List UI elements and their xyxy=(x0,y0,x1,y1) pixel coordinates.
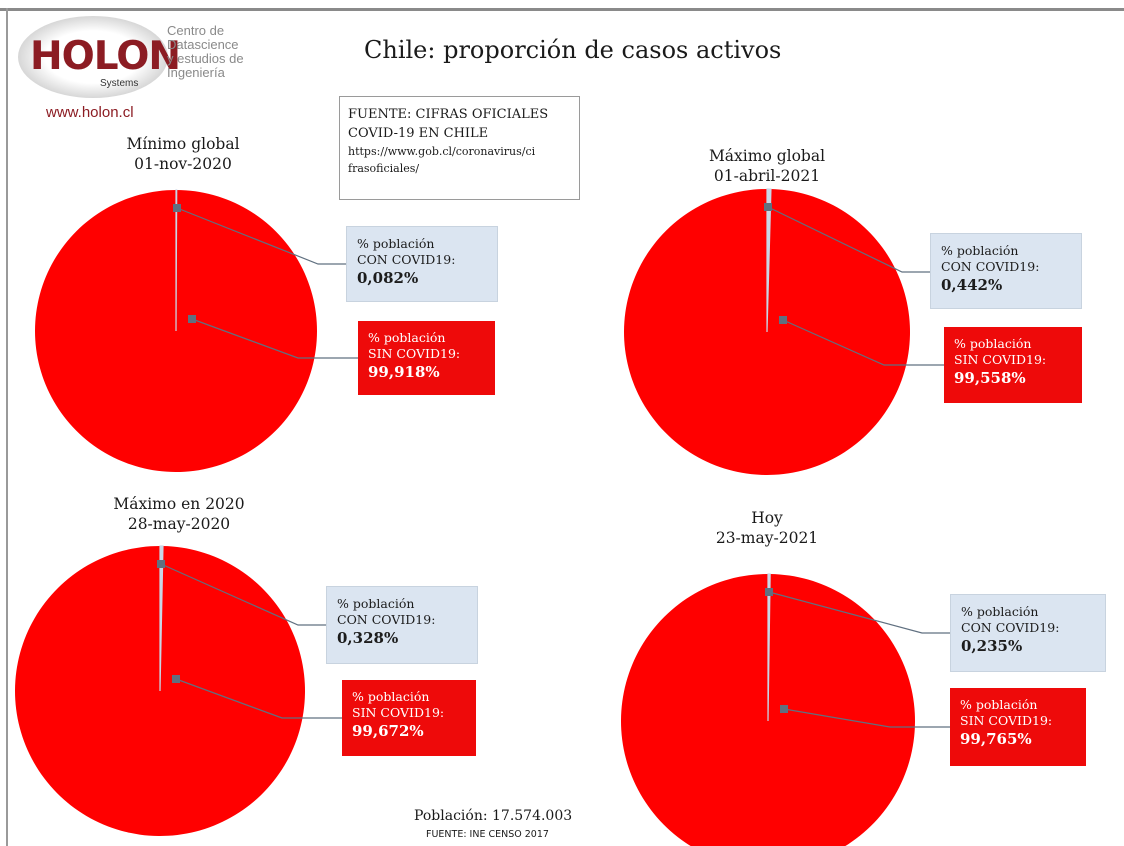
leader-line-con xyxy=(176,207,346,265)
label-sin-covid-2: % población SIN COVID19: 99,672% xyxy=(342,680,476,756)
pie-title-date: 01-nov-2020 xyxy=(134,155,232,173)
label-line: % población xyxy=(954,336,1032,351)
pie-title-minimo-global: Mínimo global 01-nov-2020 xyxy=(108,134,258,174)
logo-desc-line: Ingeniería xyxy=(167,65,225,80)
value-label: 99,918% xyxy=(368,363,440,381)
label-line: CON COVID19: xyxy=(357,252,456,267)
pie-slice-con-covid xyxy=(766,188,772,333)
source-line-2: COVID-19 EN CHILE xyxy=(348,126,489,141)
logo-description: Centro de Datascience y estudios de Inge… xyxy=(167,24,267,80)
leader-marker-sin xyxy=(779,316,787,324)
leader-marker-sin xyxy=(188,315,196,323)
label-con-covid-2: % población CON COVID19: 0,328% xyxy=(326,586,478,664)
pie-title-date: 28-may-2020 xyxy=(127,515,231,533)
source-line-4: frasoficiales/ xyxy=(348,162,420,175)
value-label: 0,235% xyxy=(961,637,1023,655)
label-line: % población xyxy=(368,330,446,345)
value-label: 0,442% xyxy=(941,276,1003,294)
leader-marker-con xyxy=(765,588,773,596)
leader-line-con xyxy=(767,206,930,273)
pie-title-maximo-2020: Máximo en 2020 28-may-2020 xyxy=(104,494,254,534)
label-sin-covid-0: % población SIN COVID19: 99,918% xyxy=(358,321,495,395)
label-line: % población xyxy=(337,596,415,611)
label-con-covid-0: % población CON COVID19: 0,082% xyxy=(346,226,498,302)
label-line: SIN COVID19: xyxy=(368,346,461,361)
holon-logo: HOLON Systems Centro de Datascience y es… xyxy=(14,14,264,100)
leader-marker-con xyxy=(157,560,165,568)
source-line-3: https://www.gob.cl/coronavirus/ci xyxy=(348,145,536,158)
leader-line-con xyxy=(160,563,326,626)
pie-slice-con-covid xyxy=(159,545,164,692)
label-sin-covid-3: % población SIN COVID19: 99,765% xyxy=(950,688,1086,766)
leader-marker-con xyxy=(173,204,181,212)
value-label: 99,765% xyxy=(960,730,1032,748)
pie-slice-con-covid xyxy=(175,189,178,332)
pie-title-line: Máximo global xyxy=(708,147,826,165)
frame-top-border xyxy=(0,8,1124,11)
label-line: SIN COVID19: xyxy=(954,352,1047,367)
logo-systems: Systems xyxy=(100,78,139,89)
logo-ring xyxy=(18,16,168,98)
pie-slice-con-covid xyxy=(767,573,771,722)
source-line-1: FUENTE: CIFRAS OFICIALES xyxy=(348,107,549,122)
value-label: 99,672% xyxy=(352,722,424,740)
label-line: % población xyxy=(960,697,1038,712)
logo-desc-line: Datascience xyxy=(167,37,239,52)
label-con-covid-1: % población CON COVID19: 0,442% xyxy=(930,233,1082,309)
chart-title: Chile: proporción de casos activos xyxy=(364,36,782,64)
leader-line-sin xyxy=(191,318,358,359)
label-line: % población xyxy=(961,604,1039,619)
value-label: 99,558% xyxy=(954,369,1026,387)
label-line: % población xyxy=(352,689,430,704)
label-line: CON COVID19: xyxy=(337,612,436,627)
leader-line-con xyxy=(768,591,950,634)
leader-line-sin xyxy=(782,319,944,366)
pie-title-line: Hoy xyxy=(751,509,783,527)
leader-marker-sin xyxy=(172,675,180,683)
leader-line-sin xyxy=(175,678,342,719)
leader-marker-con xyxy=(764,203,772,211)
pie-title-maximo-global: Máximo global 01-abril-2021 xyxy=(692,146,842,186)
pie-title-line: Máximo en 2020 xyxy=(113,495,245,513)
logo-desc-line: Centro de xyxy=(167,23,225,38)
label-line: CON COVID19: xyxy=(961,620,1060,635)
label-line: SIN COVID19: xyxy=(960,713,1053,728)
frame-left-border xyxy=(6,8,8,846)
label-line: % población xyxy=(941,243,1019,258)
leader-line-sin xyxy=(783,708,950,728)
value-label: 0,082% xyxy=(357,269,419,287)
label-line: % población xyxy=(357,236,435,251)
label-con-covid-3: % población CON COVID19: 0,235% xyxy=(950,594,1106,672)
website-url: www.holon.cl xyxy=(46,104,134,121)
footer-population: Población: 17.574.003 xyxy=(414,808,573,824)
pie-title-date: 23-may-2021 xyxy=(715,529,819,547)
label-line: CON COVID19: xyxy=(941,259,1040,274)
pie-title-hoy: Hoy 23-may-2021 xyxy=(692,508,842,548)
source-box: FUENTE: CIFRAS OFICIALES COVID-19 EN CHI… xyxy=(339,96,580,200)
label-sin-covid-1: % población SIN COVID19: 99,558% xyxy=(944,327,1082,403)
logo-word: HOLON xyxy=(30,34,181,79)
pie-title-date: 01-abril-2021 xyxy=(713,167,821,185)
footer-source: FUENTE: INE CENSO 2017 xyxy=(426,829,549,840)
logo-desc-line: y estudios de xyxy=(167,51,244,66)
value-label: 0,328% xyxy=(337,629,399,647)
label-line: SIN COVID19: xyxy=(352,705,445,720)
leader-marker-sin xyxy=(780,705,788,713)
pie-title-line: Mínimo global xyxy=(126,135,240,153)
